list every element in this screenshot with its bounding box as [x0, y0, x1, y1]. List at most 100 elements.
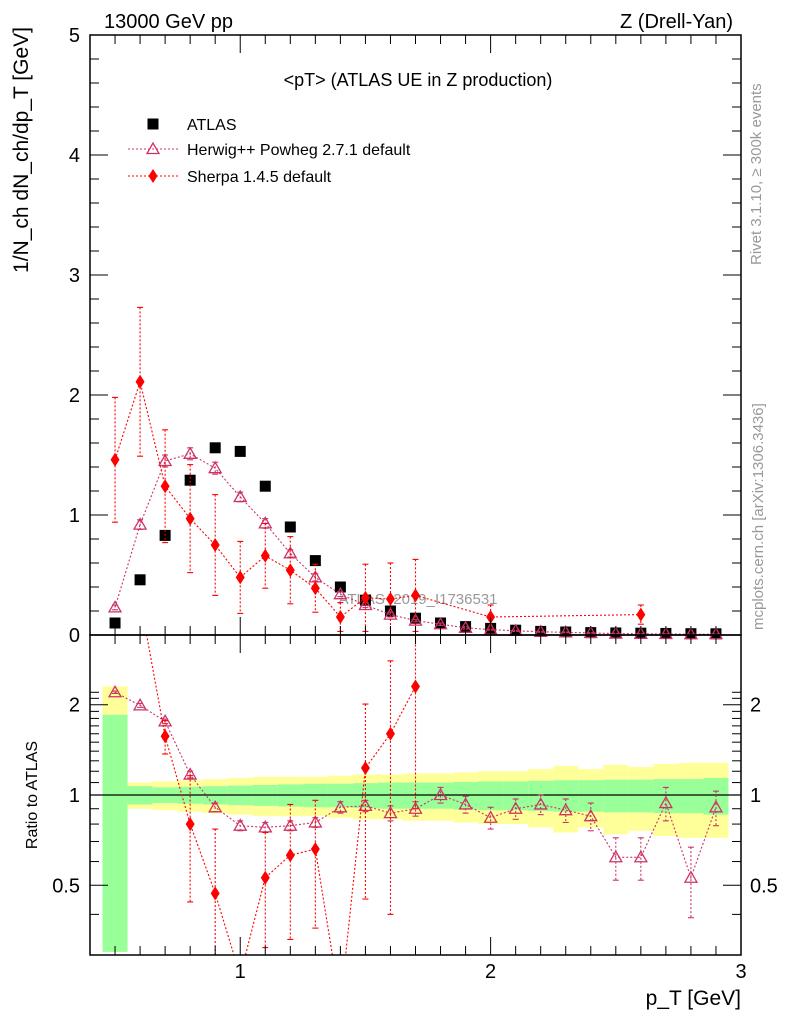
series-herwig: [107, 446, 724, 640]
point-sherpa: [135, 374, 145, 389]
ratio-series-herwig: [107, 684, 724, 919]
main-y-tick-label: 4: [69, 145, 80, 167]
ratio-point-sherpa: [310, 842, 320, 857]
ratio-point-sherpa: [411, 679, 420, 694]
ratio-line-sherpa: [146, 635, 416, 955]
ratio-point-herwig: [208, 799, 223, 813]
ratio-point-herwig: [483, 810, 498, 823]
ratio-point-herwig: [708, 799, 724, 813]
ratio-point-herwig: [233, 818, 248, 831]
point-sherpa: [285, 563, 295, 578]
ratio-series-layer: [107, 635, 724, 955]
legend-marker-herwig: [128, 141, 178, 155]
point-sherpa: [185, 511, 195, 526]
series-sherpa: [110, 306, 646, 636]
band-inner-segment: [628, 779, 654, 813]
point-herwig: [132, 517, 148, 530]
ratio-point-sherpa: [285, 848, 295, 863]
ratio-y-tick-label: 0.5: [52, 875, 80, 897]
point-herwig: [233, 489, 248, 503]
point-atlas: [309, 555, 321, 567]
series-atlas: [109, 442, 722, 640]
point-atlas: [109, 617, 121, 629]
ratio-point-sherpa: [260, 870, 270, 885]
point-sherpa: [210, 538, 220, 552]
point-atlas: [234, 445, 246, 457]
legend-marker-atlas: [147, 118, 159, 130]
point-herwig: [208, 460, 223, 474]
main-y-tick-label: 1: [69, 505, 80, 527]
axes-layer: 0 1 2 3 4 5 1 2 3 0.5 0.5 1 1 2 2: [52, 25, 778, 983]
ratio-point-herwig: [658, 795, 674, 809]
point-atlas: [134, 574, 146, 586]
ratio-point-herwig: [508, 801, 523, 814]
main-y-tick-label: 3: [69, 265, 80, 287]
legend-label-atlas: ATLAS: [187, 117, 237, 134]
ratio-point-herwig: [608, 849, 623, 863]
ratio-y-tick-label-right: 1: [750, 785, 761, 807]
point-herwig: [333, 586, 348, 600]
legend-triangle-herwig: [145, 141, 161, 155]
ratio-point-herwig: [132, 698, 148, 711]
main-y-tick-label: 5: [69, 25, 80, 47]
point-sherpa: [110, 452, 120, 467]
ratio-point-herwig: [533, 797, 548, 810]
band-inner-segment: [503, 781, 529, 811]
band-inner-segment: [578, 780, 604, 812]
point-herwig: [183, 446, 198, 459]
band-inner-segment: [678, 779, 704, 814]
point-sherpa: [160, 479, 170, 494]
ratio-y-axis-label: Ratio to ATLAS: [24, 741, 41, 849]
ratio-point-sherpa: [210, 886, 220, 901]
rivet-label: Rivet 3.1.10, ≥ 300k events: [748, 83, 765, 265]
legend-diamond-sherpa: [148, 169, 158, 183]
point-atlas: [259, 480, 271, 492]
watermark: ATLAS_2019_I1736531: [338, 591, 497, 608]
point-sherpa: [411, 588, 420, 603]
series-line-sherpa: [114, 379, 641, 618]
legend-square-atlas: [147, 118, 159, 130]
point-atlas: [209, 442, 221, 454]
header-left: 13000 GeV pp: [104, 11, 233, 33]
ratio-point-herwig: [633, 849, 648, 863]
point-sherpa: [335, 610, 345, 624]
ratio-point-herwig: [433, 787, 448, 801]
main-y-tick-label: 2: [69, 385, 80, 407]
ratio-point-herwig: [107, 684, 123, 698]
band-inner-segment: [478, 781, 504, 811]
point-herwig: [157, 453, 173, 467]
ratio-point-herwig: [583, 808, 598, 822]
ratio-point-herwig: [558, 802, 573, 816]
x-tick-label: 3: [735, 961, 746, 983]
ratio-point-herwig: [358, 798, 373, 812]
point-atlas: [184, 474, 196, 486]
ratio-point-herwig: [308, 815, 323, 828]
band-inner-segment: [377, 782, 403, 809]
point-atlas: [284, 521, 296, 533]
ratio-point-herwig: [183, 767, 198, 780]
x-axis-label: p_T [GeV]: [646, 987, 741, 1010]
legend-label-sherpa: Sherpa 1.4.5 default: [187, 169, 332, 186]
ratio-point-herwig: [458, 797, 473, 810]
band-inner-segment: [102, 714, 128, 952]
header-right: Z (Drell-Yan): [620, 11, 733, 33]
band-inner-segment: [553, 780, 579, 812]
point-herwig: [107, 600, 123, 613]
point-sherpa: [260, 548, 270, 563]
ratio-y-tick-label-right: 0.5: [750, 875, 778, 897]
ratio-point-sherpa: [160, 729, 170, 744]
point-sherpa: [385, 592, 395, 606]
ratio-point-herwig: [333, 799, 348, 813]
ratio-y-tick-label: 1: [69, 785, 80, 807]
ratio-y-tick-label: 2: [69, 695, 80, 717]
band-inner-segment: [603, 779, 629, 813]
ratio-point-sherpa: [185, 817, 195, 832]
legend-marker-sherpa: [128, 169, 178, 183]
ratio-point-herwig: [408, 801, 423, 814]
band-inner-segment: [402, 782, 429, 809]
ratio-point-sherpa: [385, 726, 395, 741]
main-y-axis-label: 1/N_ch dN_ch/dp_T [GeV]: [10, 27, 33, 273]
point-sherpa: [636, 607, 646, 622]
ratio-point-herwig: [683, 870, 699, 883]
